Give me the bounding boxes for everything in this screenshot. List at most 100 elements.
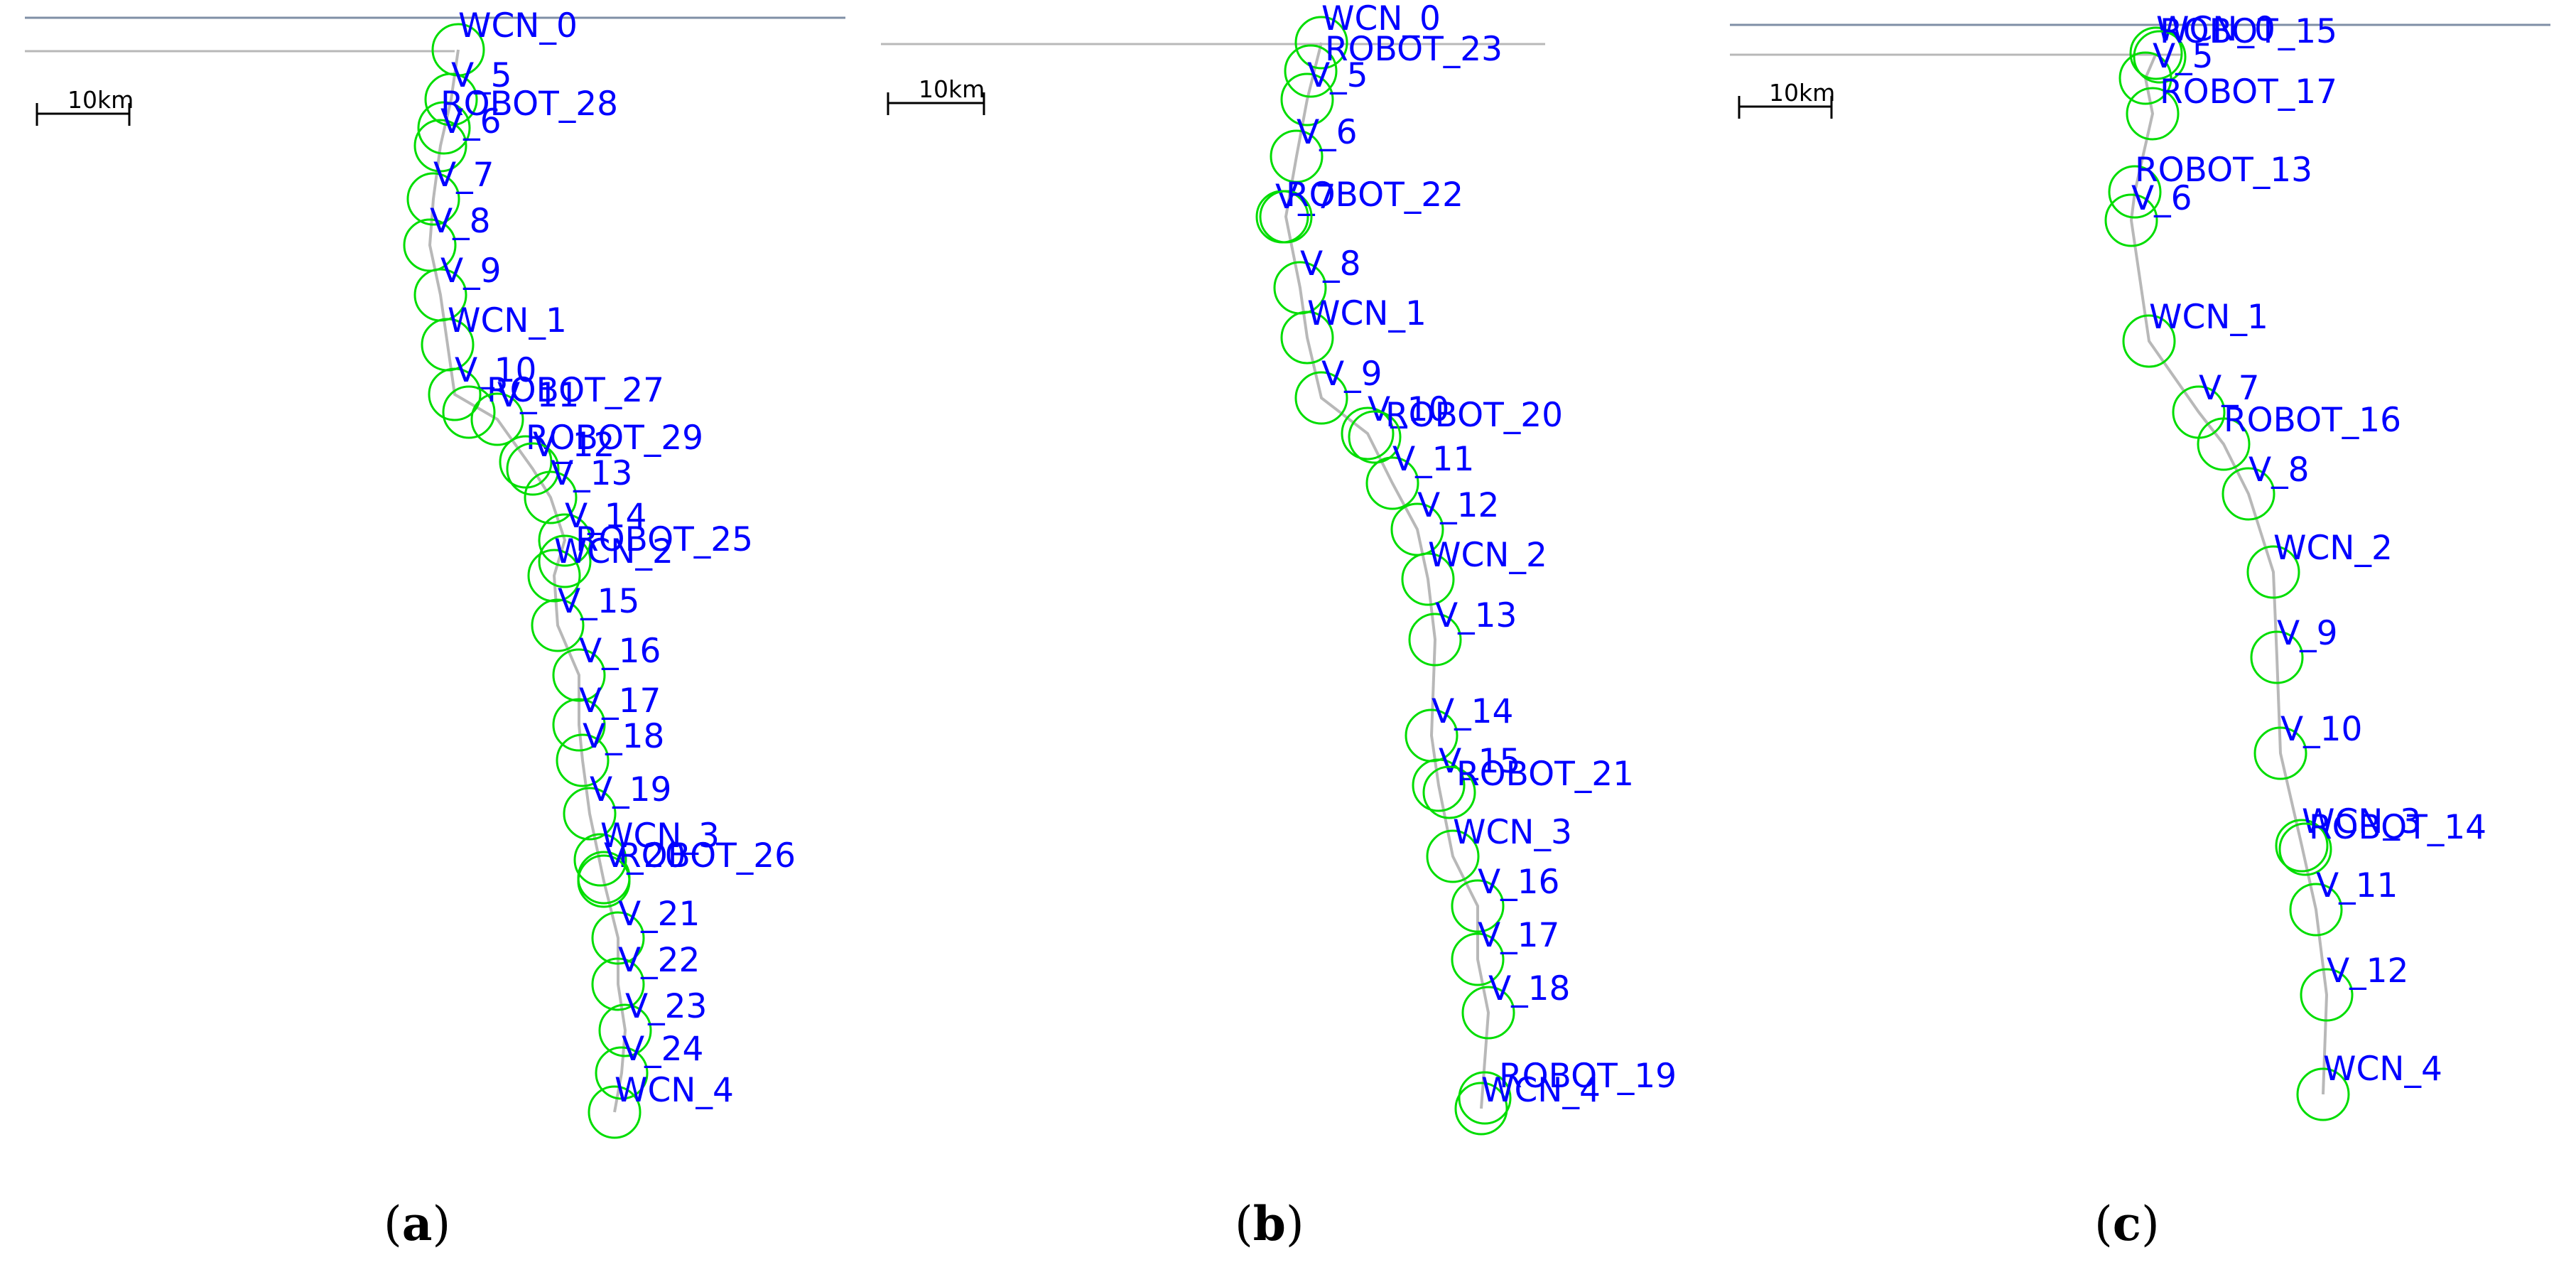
node-circle bbox=[556, 733, 610, 787]
node-label: ROBOT_20 bbox=[1385, 396, 1563, 435]
node-label: V_5 bbox=[1307, 56, 1368, 95]
node-circle bbox=[1422, 765, 1476, 819]
node-circle bbox=[552, 698, 606, 752]
node-circle bbox=[595, 1046, 649, 1100]
node-label: V_7 bbox=[1275, 178, 1336, 217]
node-label: ROBOT_23 bbox=[1325, 30, 1503, 69]
node-label: V_12 bbox=[1417, 486, 1499, 525]
node-label: WCN_0 bbox=[1321, 0, 1441, 38]
scale-bar: 10km bbox=[887, 75, 985, 115]
node-circle bbox=[1458, 1071, 1512, 1125]
scale-bar: 10km bbox=[36, 86, 134, 126]
node-circle bbox=[538, 513, 592, 567]
node-label: V_11 bbox=[1392, 440, 1474, 479]
node-circle bbox=[531, 598, 585, 652]
node-circle bbox=[1259, 190, 1313, 244]
scale-bar-label: 10km bbox=[67, 86, 134, 114]
node-label: WCN_3 bbox=[600, 817, 720, 856]
node-circle bbox=[2118, 51, 2172, 105]
node-circle bbox=[1401, 552, 1455, 606]
node-label: WCN_1 bbox=[1307, 294, 1427, 333]
node-label: ROBOT_21 bbox=[1456, 755, 1634, 794]
node-label: V_23 bbox=[625, 987, 707, 1026]
node-label: WCN_4 bbox=[2323, 1050, 2442, 1089]
node-circle bbox=[470, 392, 524, 446]
node-circle bbox=[2300, 968, 2354, 1022]
node-label: V_11 bbox=[497, 376, 579, 415]
node-circle bbox=[1365, 456, 1419, 510]
node-circle bbox=[506, 442, 560, 496]
node-circle bbox=[2108, 165, 2162, 219]
scale-bar: 10km bbox=[1738, 79, 1835, 119]
node-label: V_6 bbox=[1297, 113, 1358, 152]
node-circle bbox=[591, 911, 645, 965]
node-label: WCN_0 bbox=[2156, 10, 2275, 49]
node-circle bbox=[413, 119, 467, 173]
node-label: V_15 bbox=[1439, 742, 1520, 781]
node-label: V_9 bbox=[2277, 614, 2338, 653]
node-label: V_17 bbox=[579, 681, 661, 721]
node-label: V_8 bbox=[2248, 451, 2310, 490]
node-circle bbox=[1426, 829, 1480, 883]
node-circle bbox=[1294, 16, 1348, 70]
node-label: V_7 bbox=[2199, 369, 2260, 408]
node-label: V_16 bbox=[579, 632, 661, 671]
node-circle bbox=[2296, 1067, 2350, 1121]
node-circle bbox=[577, 854, 631, 908]
node-label: WCN_0 bbox=[458, 6, 578, 45]
node-circle bbox=[2275, 819, 2329, 873]
node-label: V_20 bbox=[604, 836, 686, 875]
node-label: ROBOT_15 bbox=[2160, 12, 2337, 51]
node-circle bbox=[598, 1003, 652, 1057]
node-label: V_17 bbox=[1478, 916, 1559, 955]
node-circle bbox=[1454, 1082, 1508, 1136]
scale-bar-label: 10km bbox=[919, 75, 985, 103]
node-label: WCN_1 bbox=[2149, 298, 2268, 337]
node-circle bbox=[1341, 406, 1395, 460]
node-circle bbox=[1280, 311, 1334, 365]
node-label: V_16 bbox=[1478, 863, 1559, 902]
node-label: WCN_2 bbox=[554, 532, 673, 571]
node-circle bbox=[406, 172, 460, 226]
node-label: V_8 bbox=[1300, 244, 1361, 284]
node-label: V_5 bbox=[451, 56, 512, 95]
node-label: V_9 bbox=[1321, 355, 1382, 394]
node-circle bbox=[2250, 630, 2304, 684]
node-label: ROBOT_28 bbox=[440, 85, 618, 124]
node-label: WCN_3 bbox=[2302, 802, 2421, 841]
node-circle bbox=[2126, 87, 2180, 141]
route-path bbox=[2129, 53, 2329, 1095]
panel-caption-b: (b) bbox=[1235, 1196, 1304, 1251]
node-circle bbox=[424, 72, 478, 126]
panel-caption-c: (c) bbox=[2094, 1196, 2160, 1251]
node-circle bbox=[563, 787, 617, 841]
route-path bbox=[428, 49, 627, 1113]
node-label: ROBOT_13 bbox=[2135, 151, 2312, 190]
node-label: V_9 bbox=[440, 252, 502, 291]
node-label: V_12 bbox=[2327, 952, 2408, 991]
node-label: ROBOT_25 bbox=[575, 520, 753, 559]
node-circle bbox=[499, 435, 553, 489]
node-label: V_13 bbox=[1435, 596, 1517, 635]
node-circle bbox=[2278, 822, 2332, 876]
node-label: V_14 bbox=[1432, 692, 1513, 731]
node-label: V_5 bbox=[2153, 37, 2214, 76]
panel-caption-a: (a) bbox=[384, 1196, 450, 1251]
node-circle bbox=[2246, 545, 2300, 599]
node-circle bbox=[524, 470, 578, 524]
node-circle bbox=[1451, 932, 1505, 986]
node-circle bbox=[1408, 613, 1462, 667]
node-label: ROBOT_14 bbox=[2309, 808, 2486, 847]
node-label: V_8 bbox=[430, 202, 491, 241]
node-label: V_21 bbox=[618, 895, 700, 934]
node-circle bbox=[1461, 986, 1515, 1040]
node-label: ROBOT_22 bbox=[1286, 176, 1463, 215]
scale-bar-label: 10km bbox=[1769, 79, 1835, 107]
node-label: ROBOT_29 bbox=[526, 419, 703, 458]
